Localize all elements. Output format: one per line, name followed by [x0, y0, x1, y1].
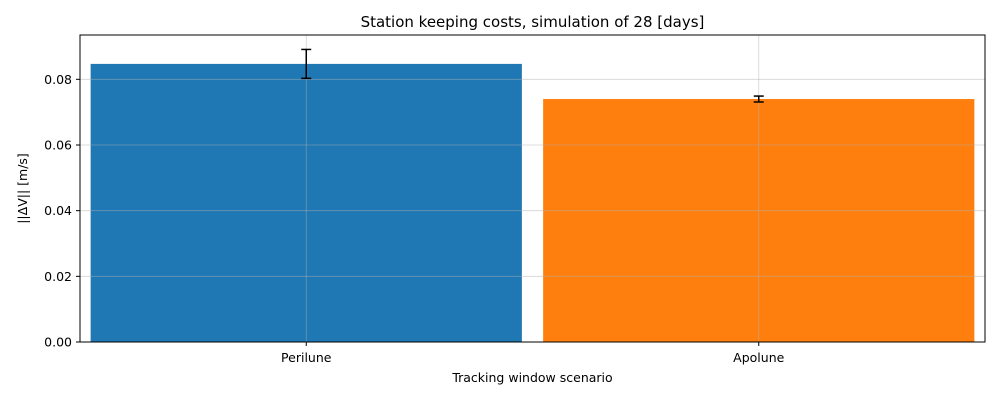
x-axis-label: Tracking window scenario	[451, 370, 612, 385]
error-bar-apolune	[753, 95, 764, 103]
plot-area: 0.00 0.02 0.04 0.06 0.08 Perilune Apolune	[44, 34, 986, 365]
axes-frame	[79, 34, 986, 343]
y-tick-label: 0.06	[44, 137, 72, 152]
y-tick-label: 0.08	[44, 72, 72, 87]
x-tick-label-perilune: Perilune	[281, 350, 332, 365]
error-bar-perilune	[301, 48, 312, 80]
chart-title: Station keeping costs, simulation of 28 …	[361, 13, 705, 31]
y-axis-label: ||ΔV|| [m/s]	[15, 153, 30, 224]
y-tick-label: 0.02	[44, 269, 72, 284]
y-tick-label: 0.00	[44, 335, 72, 350]
x-tick-label-apolune: Apolune	[733, 350, 784, 365]
y-tick-label: 0.04	[44, 203, 72, 218]
